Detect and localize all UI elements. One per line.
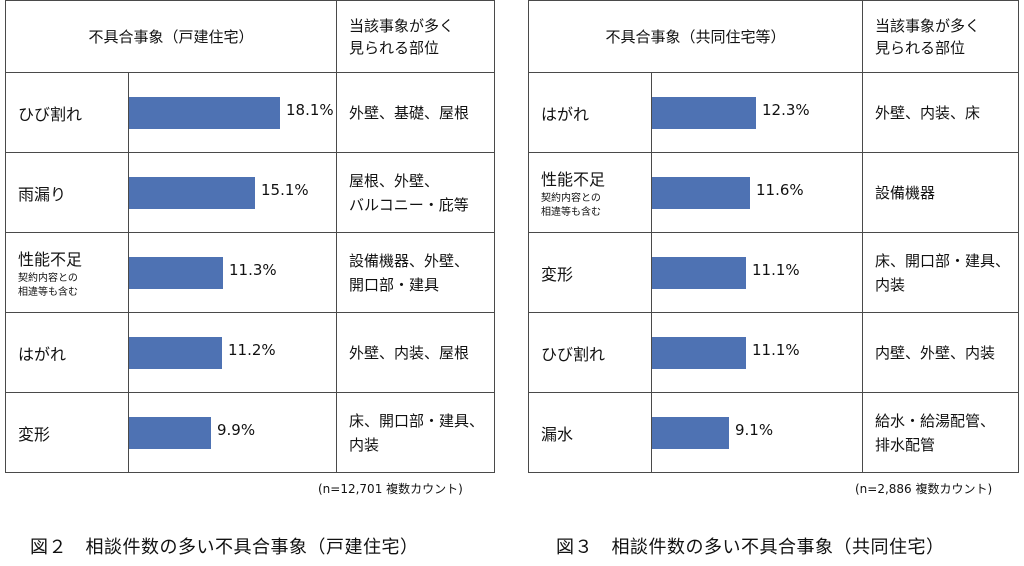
table-row: はがれ 12.3% 外壁、内装、床 [528, 72, 1020, 153]
bar [652, 97, 756, 129]
category-cell: はがれ [528, 72, 652, 153]
chart-table-detached: 不具合事象（戸建住宅） 当該事象が多く 見られる部位 ひび割れ 18.1% 外壁、基… [4, 0, 496, 473]
bar-cell: 11.6% [650, 152, 864, 233]
category-label: 変形 [18, 424, 51, 444]
value-label: 11.2% [228, 341, 276, 359]
category-cell: 変形 [5, 392, 129, 473]
value-label: 11.6% [756, 181, 804, 199]
header-location: 当該事象が多く 見られる部位 [862, 0, 1020, 73]
chart-table-apartment: 不具合事象（共同住宅等） 当該事象が多く 見られる部位 はがれ 12.3% 外壁、内… [527, 0, 1020, 473]
category-cell: 性能不足契約内容との 相違等も含む [5, 232, 129, 313]
location-cell: 外壁、基礎、屋根 [336, 72, 496, 153]
category-label: 性能不足 [541, 169, 606, 189]
table-row: 変形 9.9% 床、開口部・建具、 内装 [5, 392, 496, 473]
bar-cell: 9.9% [127, 392, 338, 473]
value-label: 18.1% [286, 101, 334, 119]
header-location: 当該事象が多く 見られる部位 [336, 0, 496, 73]
bar [652, 257, 746, 289]
category-cell: 性能不足契約内容との 相違等も含む [528, 152, 652, 233]
category-label: ひび割れ [18, 104, 83, 124]
table-row: 性能不足契約内容との 相違等も含む 11.3% 設備機器、外壁、 開口部・建具 [5, 232, 496, 313]
table-body: ひび割れ 18.1% 外壁、基礎、屋根雨漏り 15.1% 屋根、外壁、 バルコニー・庇等… [5, 72, 496, 473]
bar [652, 177, 750, 209]
category-cell: はがれ [5, 312, 129, 393]
sample-note-detached: (n=12,701 複数カウント) [318, 482, 463, 496]
bar-cell: 9.1% [650, 392, 864, 473]
value-label: 15.1% [261, 181, 309, 199]
category-cell: 変形 [528, 232, 652, 313]
bar [129, 177, 255, 209]
bar [652, 337, 746, 369]
table-row: ひび割れ 11.1% 内壁、外壁、内装 [528, 312, 1020, 393]
bar-cell: 18.1% [127, 72, 338, 153]
bar [129, 97, 280, 129]
table-row: 変形 11.1% 床、開口部・建具、 内装 [528, 232, 1020, 313]
category-label: 性能不足 [18, 249, 83, 269]
location-cell: 外壁、内装、床 [862, 72, 1020, 153]
table-row: 漏水 9.1% 給水・給湯配管、 排水配管 [528, 392, 1020, 473]
bar [129, 337, 222, 369]
bar [129, 417, 211, 449]
figure-caption-apartment: 図３ 相談件数の多い不具合事象（共同住宅） [556, 537, 945, 558]
location-cell: 床、開口部・建具、 内装 [336, 392, 496, 473]
category-label: ひび割れ [541, 344, 606, 364]
category-label: はがれ [18, 344, 67, 364]
category-cell: ひび割れ [528, 312, 652, 393]
category-cell: ひび割れ [5, 72, 129, 153]
bar-cell: 11.1% [650, 312, 864, 393]
figure-caption-detached: 図２ 相談件数の多い不具合事象（戸建住宅） [30, 537, 419, 558]
table-row: ひび割れ 18.1% 外壁、基礎、屋根 [5, 72, 496, 153]
bar-cell: 11.2% [127, 312, 338, 393]
value-label: 11.1% [752, 341, 800, 359]
table-header-row: 不具合事象（共同住宅等） 当該事象が多く 見られる部位 [527, 0, 1020, 73]
bar [129, 257, 223, 289]
location-cell: 内壁、外壁、内装 [862, 312, 1020, 393]
table-row: 雨漏り 15.1% 屋根、外壁、 バルコニー・庇等 [5, 152, 496, 233]
bar-cell: 11.3% [127, 232, 338, 313]
location-cell: 屋根、外壁、 バルコニー・庇等 [336, 152, 496, 233]
value-label: 12.3% [762, 101, 810, 119]
value-label: 9.1% [735, 421, 774, 439]
category-sublabel: 契約内容との 相違等も含む [18, 272, 78, 298]
category-sublabel: 契約内容との 相違等も含む [541, 192, 601, 218]
value-label: 9.9% [217, 421, 256, 439]
category-label: 漏水 [541, 424, 574, 444]
location-cell: 床、開口部・建具、 内装 [862, 232, 1020, 313]
location-cell: 外壁、内装、屋根 [336, 312, 496, 393]
bar [652, 417, 729, 449]
bar-cell: 11.1% [650, 232, 864, 313]
table-row: はがれ 11.2% 外壁、内装、屋根 [5, 312, 496, 393]
table-body: はがれ 12.3% 外壁、内装、床性能不足契約内容との 相違等も含む 11.6% 設備機… [528, 72, 1020, 473]
location-cell: 設備機器 [862, 152, 1020, 233]
bar-cell: 15.1% [127, 152, 338, 233]
value-label: 11.3% [229, 261, 277, 279]
header-category: 不具合事象（共同住宅等） [527, 0, 864, 73]
sample-note-apartment: (n=2,886 複数カウント) [855, 482, 993, 496]
category-label: はがれ [541, 104, 590, 124]
category-cell: 雨漏り [5, 152, 129, 233]
category-label: 雨漏り [18, 184, 67, 204]
header-category: 不具合事象（戸建住宅） [4, 0, 338, 73]
table-row: 性能不足契約内容との 相違等も含む 11.6% 設備機器 [528, 152, 1020, 233]
value-label: 11.1% [752, 261, 800, 279]
table-header-row: 不具合事象（戸建住宅） 当該事象が多く 見られる部位 [4, 0, 496, 73]
category-cell: 漏水 [528, 392, 652, 473]
location-cell: 給水・給湯配管、 排水配管 [862, 392, 1020, 473]
bar-cell: 12.3% [650, 72, 864, 153]
category-label: 変形 [541, 264, 574, 284]
location-cell: 設備機器、外壁、 開口部・建具 [336, 232, 496, 313]
